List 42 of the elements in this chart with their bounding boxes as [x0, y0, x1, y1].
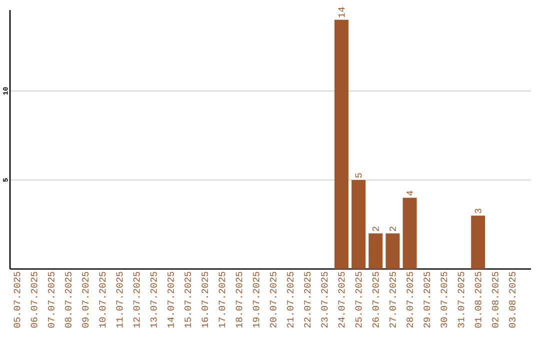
x-tick-label: 01.08.2025	[474, 272, 482, 328]
bar	[352, 180, 366, 269]
x-tick-label: 15.07.2025	[184, 272, 191, 328]
x-tick-label: 28.07.2025	[406, 272, 413, 328]
x-tick-label: 25.07.2025	[355, 272, 362, 328]
x-tick-label: 12.07.2025	[133, 272, 140, 328]
x-tick-label: 03.08.2025	[508, 272, 516, 328]
x-tick-label: 13.07.2025	[150, 272, 157, 328]
x-tick-label: 31.07.2025	[458, 272, 464, 328]
x-tick-label: 11.07.2025	[116, 272, 123, 328]
x-tick-label: 07.07.2025	[48, 272, 54, 328]
data-label: 14	[338, 7, 345, 18]
x-tick-label: 22.07.2025	[304, 272, 311, 328]
x-tick-label: 05.07.2025	[14, 272, 20, 328]
x-tick-label: 26.07.2025	[372, 272, 379, 328]
x-tick-label: 16.07.2025	[202, 272, 208, 328]
x-tick-label: 29.07.2025	[424, 272, 430, 328]
x-tick-label: 30.07.2025	[440, 272, 448, 328]
x-tick-label: 10.07.2025	[99, 272, 106, 328]
data-label: 2	[372, 226, 379, 232]
bar	[334, 20, 348, 269]
data-label: 3	[474, 208, 482, 214]
x-tick-label: 27.07.2025	[389, 272, 396, 328]
x-tick-label: 14.07.2025	[167, 272, 174, 328]
bar	[402, 198, 417, 269]
x-tick-label: 24.07.2025	[338, 272, 345, 328]
x-tick-label: 20.07.2025	[270, 272, 276, 328]
data-label: 2	[390, 226, 396, 232]
x-tick-label: 02.08.2025	[492, 272, 498, 328]
x-tick-label: 09.07.2025	[82, 272, 89, 328]
bar	[471, 216, 486, 269]
x-tick-label: 17.07.2025	[218, 272, 226, 328]
x-tick-label: 06.07.2025	[30, 272, 38, 328]
x-tick-label: 23.07.2025	[321, 272, 328, 328]
bar	[368, 233, 383, 269]
x-tick-label: 19.07.2025	[252, 272, 260, 328]
x-tick-label: 21.07.2025	[287, 272, 294, 328]
data-label: 5	[355, 173, 362, 178]
data-label: 4	[406, 190, 413, 196]
bar	[386, 233, 400, 269]
x-tick-label: 18.07.2025	[236, 272, 242, 328]
x-tick-label: 08.07.2025	[65, 272, 72, 328]
